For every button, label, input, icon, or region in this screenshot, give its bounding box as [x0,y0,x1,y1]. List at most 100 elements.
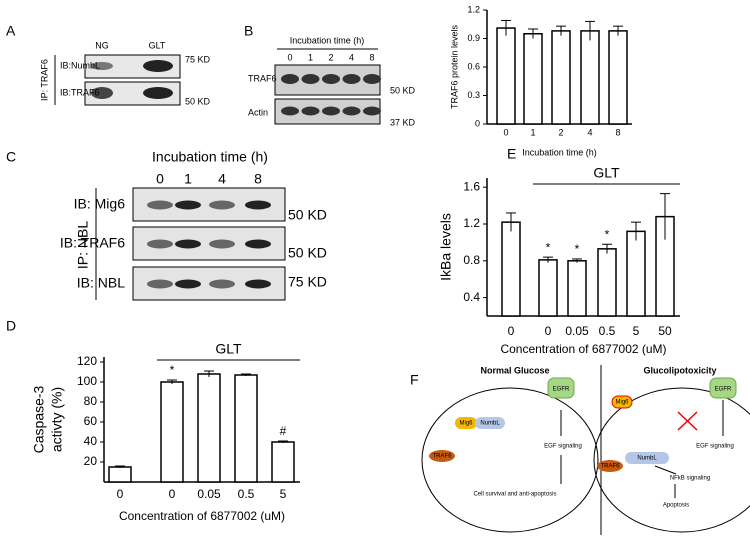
y-tick-label: 20 [84,454,98,468]
bar [197,373,221,483]
significance: * [170,363,175,377]
y-tick-label: 0.8 [463,253,480,267]
band [245,279,271,289]
size-marker: 75 KD [185,54,211,64]
band [147,279,173,289]
bar [501,221,521,317]
y-axis-label: IkBa levels [438,213,454,281]
lane-label: 1 [308,52,313,62]
row-label: IB:TRAF6 [60,87,100,97]
label: Mig6 [459,421,473,427]
ip-label: IP: NBL [75,221,91,269]
y-axis-label: TRAF6 protein levels [449,24,459,109]
egfr [547,377,575,399]
lane-label: GLT [149,40,166,50]
bar [523,33,543,125]
size-marker: 50 KD [288,207,327,223]
row-label: IB: TRAF6 [60,235,125,251]
label: EGFR [715,387,732,393]
lane-label: 4 [349,52,354,62]
panel-label: B [244,23,253,39]
lane-label: NG [95,40,109,50]
row-label: Actin [248,107,268,117]
label: EGF signaling [544,444,582,450]
band [147,200,173,210]
x-axis-label: Incubation time (h) [522,147,597,157]
size-marker: 37 KD [390,117,416,127]
panel-label: F [410,372,419,388]
diagram: Normal Glucose Glucolipotoxicity EGFR EG… [421,365,750,535]
x-tick-label: 0.5 [599,324,616,338]
x-tick-label: 0 [169,487,176,501]
band [322,74,340,84]
bar [580,30,600,125]
band [281,74,299,84]
x-tick-label: 0.05 [197,487,221,501]
x-tick-label: 1 [530,127,535,137]
row-label: IB: NBL [77,275,125,291]
bar [496,27,516,125]
significance: * [546,240,551,254]
band [342,74,361,84]
band [245,239,271,249]
band [175,239,201,249]
band [143,87,173,99]
band [175,279,201,289]
numbl [475,417,505,429]
blot-heading: Incubation time (h) [290,35,365,45]
label: TRAF6 [432,454,452,460]
significance: * [605,227,610,241]
significance: * [575,242,580,256]
label: EGFR [553,387,570,393]
bar [608,30,628,125]
x-tick-label: 50 [658,324,672,338]
size-marker: 75 KD [288,274,327,290]
size-marker: 50 KD [185,96,211,106]
row-label: IB: Mig6 [74,196,126,212]
blot-heading: Incubation time (h) [152,149,268,165]
label: Cell survival and anti-apoptosis [473,492,556,498]
x-tick-label: 0 [503,127,508,137]
bar [160,381,184,483]
band [245,200,271,210]
x-tick-label: 0 [545,324,552,338]
arrow [654,465,677,475]
y-tick-label: 80 [84,394,98,408]
band [209,239,235,249]
significance: # [280,424,287,438]
row-label: TRAF6 [248,73,277,83]
diagram-title: Normal Glucose [480,365,549,375]
bar [108,466,132,483]
band [91,87,113,99]
y-tick-label: 1.2 [467,4,480,14]
label: NFkB signaling [670,476,710,482]
band [91,62,113,70]
mig6 [455,417,477,429]
band [342,106,361,116]
y-tick-label: 1.2 [463,216,480,230]
x-tick-label: 2 [558,127,563,137]
band [301,106,320,116]
panel-label: D [6,318,16,334]
x-tick-label: 0.05 [565,324,589,338]
bar [597,248,617,317]
y-axis-label: Caspase-3 [31,385,47,453]
bar [551,30,571,125]
group-label: GLT [215,341,242,357]
band [363,74,381,84]
lane-label: 8 [369,52,374,62]
x-tick-label: 4 [587,127,592,137]
x-tick-label: 5 [633,324,640,338]
band [363,106,381,116]
cell [421,387,599,533]
traf6 [597,460,623,472]
band [147,239,173,249]
bar [626,230,646,317]
cell [593,387,750,533]
y-tick-label: 0.6 [467,61,480,71]
x-tick-label: 0.5 [238,487,255,501]
bar [538,259,558,317]
y-tick-label: 0.9 [467,33,480,43]
y-tick-label: 100 [77,374,97,388]
band [209,279,235,289]
